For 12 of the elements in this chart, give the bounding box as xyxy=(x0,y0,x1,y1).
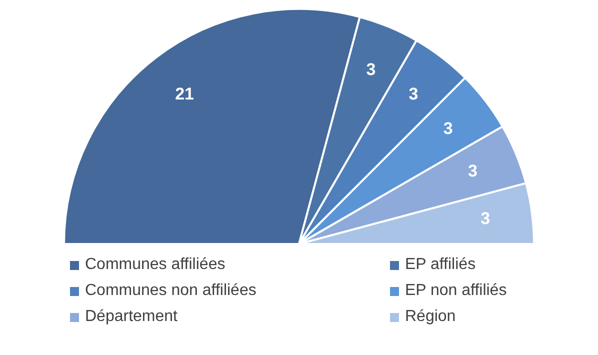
legend-label: Département xyxy=(85,308,178,326)
data-label: 21 xyxy=(175,84,194,104)
legend-label: EP affiliés xyxy=(405,256,476,274)
legend-label: EP non affiliés xyxy=(405,282,507,300)
legend-label: Communes affiliées xyxy=(85,256,226,274)
legend-label: Région xyxy=(405,308,456,326)
data-label: 3 xyxy=(480,209,490,228)
data-label: 3 xyxy=(408,84,418,104)
data-label: 3 xyxy=(443,119,453,138)
data-label: 3 xyxy=(366,60,376,79)
legend-label: Communes non affiliées xyxy=(85,282,256,300)
data-label: 3 xyxy=(468,162,478,181)
